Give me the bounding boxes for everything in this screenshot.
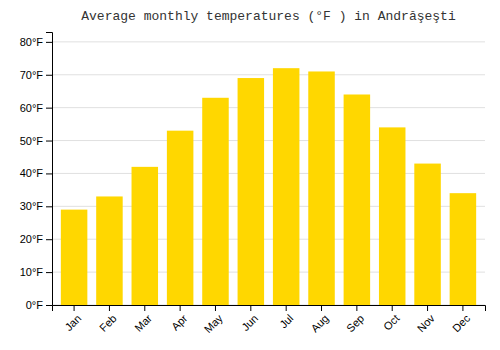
y-tick-label: 80°F [20, 36, 44, 48]
chart: Jan Feb Mar Apr May Jun Jul Aug Sep Oct Nov Dec 0°F 1… [0, 0, 500, 350]
y-tick-mark [46, 108, 52, 109]
bar [132, 167, 159, 305]
y-axis: 0°F 10°F 20°F 30°F 40°F 50°F 60°F 70°F 80°F [20, 33, 53, 312]
title: Average monthly temperatures (°F ) in An… [81, 9, 456, 24]
grid-line [52, 41, 485, 42]
x-tick-label: Jun [239, 312, 260, 333]
x-tick: May [202, 305, 226, 335]
x-tick: Apr [169, 305, 190, 333]
y-tick: 40°F [20, 167, 52, 179]
y-tick-mark [46, 206, 52, 207]
x-tick-label: Feb [97, 312, 119, 334]
x-tick: Nov [415, 305, 438, 334]
x-tick-mark [392, 305, 393, 311]
bar [167, 131, 194, 305]
y-tick-mark [46, 239, 52, 240]
y-tick-label: 10°F [20, 266, 44, 278]
x-tick-mark [427, 305, 428, 311]
x-tick: Jun [239, 305, 260, 333]
x-tick-mark [215, 305, 216, 311]
x-tick-label: Apr [169, 312, 190, 333]
y-tick: 20°F [20, 233, 52, 245]
x-tick-label: Dec [450, 312, 473, 335]
x-tick-label: Jan [62, 312, 83, 333]
x-tick: Jan [62, 305, 83, 333]
x-tick-mark [144, 305, 145, 311]
bar [202, 98, 229, 305]
x-tick-label: Oct [381, 312, 402, 333]
x-tick: Oct [381, 305, 402, 333]
y-tick: 80°F [20, 36, 52, 48]
bar [238, 78, 265, 305]
y-tick-mark [46, 75, 52, 76]
x-tick: Aug [309, 305, 331, 334]
y-tick-label: 70°F [20, 69, 44, 81]
y-tick: 60°F [20, 102, 52, 114]
bar [308, 71, 335, 305]
x-tick: Dec [450, 305, 473, 334]
y-tick: 30°F [20, 200, 52, 212]
x-tick: Sep [344, 305, 366, 334]
bars [61, 68, 476, 305]
y-tick-mark [46, 272, 52, 273]
y-tick-label: 0°F [26, 299, 44, 311]
bar [379, 127, 406, 305]
x-tick-mark [321, 305, 322, 311]
bar [61, 210, 88, 305]
y-tick-mark [46, 305, 52, 306]
grid-line [52, 107, 485, 108]
y-tick: 10°F [20, 266, 52, 278]
grid [52, 42, 485, 305]
y-tick-label: 30°F [20, 200, 44, 212]
bar [273, 68, 300, 305]
x-tick-mark [180, 305, 181, 311]
y-tick: 70°F [20, 69, 52, 81]
bar [414, 164, 441, 305]
x-tick-mark [250, 305, 251, 311]
x-tick-mark [109, 305, 110, 311]
y-tick-mark [46, 173, 52, 174]
x-tick-label: Aug [309, 312, 331, 334]
x-axis: Jan Feb Mar Apr May Jun Jul Aug Sep Oct Nov Dec [53, 305, 486, 335]
grid-line [52, 74, 485, 75]
x-axis-line [53, 306, 486, 312]
x-tick-label: Nov [415, 312, 438, 335]
x-tick: Jul [277, 305, 295, 331]
x-tick: Mar [132, 305, 154, 334]
y-tick-label: 20°F [20, 233, 44, 245]
x-tick-label: Mar [132, 312, 154, 334]
y-tick: 0°F [26, 299, 52, 311]
y-tick-label: 60°F [20, 102, 44, 114]
y-tick-label: 50°F [20, 135, 44, 147]
bar [344, 94, 371, 305]
y-tick-label: 40°F [20, 167, 44, 179]
plot: Jan Feb Mar Apr May Jun Jul Aug Sep Oct Nov Dec 0°F 1… [20, 33, 486, 336]
x-tick-mark [356, 305, 357, 311]
x-tick-mark [462, 305, 463, 311]
y-tick-mark [46, 141, 52, 142]
x-tick-label: Jul [277, 312, 295, 330]
x-tick: Feb [97, 305, 119, 334]
y-axis-line [46, 33, 53, 306]
bar [96, 196, 123, 305]
grid-line [52, 140, 485, 141]
x-tick-label: Sep [344, 312, 366, 334]
x-tick-mark [74, 305, 75, 311]
x-tick-mark [286, 305, 287, 311]
x-tick-label: May [202, 312, 226, 336]
y-tick: 50°F [20, 135, 52, 147]
bar [450, 193, 477, 305]
y-tick-mark [46, 42, 52, 43]
